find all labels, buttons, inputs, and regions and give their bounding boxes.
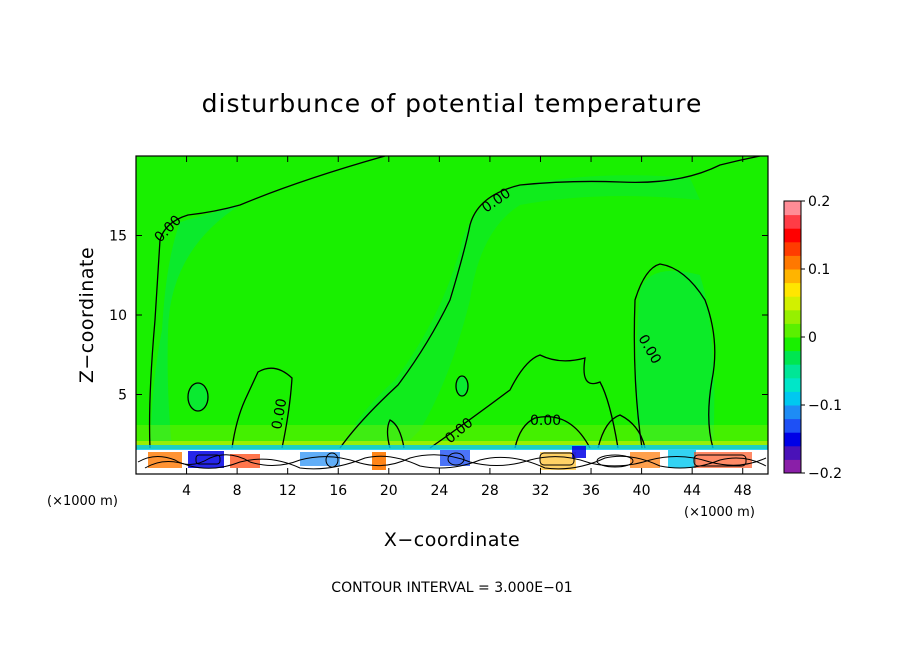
surface-contour (693, 454, 747, 467)
colorbar-segment (784, 337, 801, 352)
colorbar-segment (784, 432, 801, 447)
warm-patch (372, 452, 386, 470)
x-tick-label: 44 (683, 483, 701, 499)
surface-contours (137, 452, 767, 470)
colorbar-segment (784, 445, 801, 460)
colorbar-segment (784, 377, 801, 392)
chart-title: disturbunce of potential temperature (202, 89, 703, 118)
surface-contour (144, 455, 767, 470)
x-tick-label: 16 (329, 483, 347, 499)
colorbar-segment (784, 296, 801, 311)
surface-contour (195, 454, 221, 465)
colorbar (783, 200, 802, 474)
cool-patch (188, 451, 224, 468)
y-axis-label: Z−coordinate (76, 247, 98, 383)
zero-contour-line (597, 414, 646, 449)
surface-turbulence (136, 445, 768, 474)
x-tick-label: 8 (233, 483, 242, 499)
colorbar-segment (784, 309, 801, 324)
x-tick-label: 12 (279, 483, 297, 499)
x-unit-left: (×1000 m) (47, 494, 118, 509)
colorbar-tick-label: 0.1 (808, 262, 830, 278)
colorbar-segment (784, 255, 801, 270)
x-unit-right: (×1000 m) (684, 505, 755, 520)
negative-anomaly-region (456, 376, 468, 396)
zero-contour-line (633, 263, 716, 449)
negative-anomaly-region (150, 205, 240, 470)
colorbar-segment (784, 418, 801, 433)
x-tick-label: 24 (430, 483, 448, 499)
contour-interval-note: CONTOUR INTERVAL = 3.000E−01 (331, 580, 572, 596)
x-tick-label: 48 (734, 483, 752, 499)
x-axis-label: X−coordinate (384, 529, 520, 551)
colorbar-segment (784, 350, 801, 365)
colorbar-segment (784, 405, 801, 420)
negative-anomaly-region (330, 175, 700, 470)
contour-label: 0.00 (530, 413, 561, 429)
colorbar-segment (784, 323, 801, 338)
zero-contour-line (231, 367, 293, 449)
zero-contour-line (339, 156, 761, 449)
y-axis: 5 10 15 (109, 229, 768, 404)
colorbar-segment (784, 214, 801, 229)
colorbar-segment (784, 459, 801, 474)
zero-contour-line (429, 354, 619, 449)
colorbar-tick-label: −0.1 (808, 398, 842, 414)
cool-patch (572, 446, 586, 458)
surface-contour (137, 454, 767, 467)
warm-patch (148, 452, 182, 468)
y-tick-label: 10 (109, 308, 127, 324)
x-tick-label: 28 (481, 483, 499, 499)
x-tick-label: 32 (532, 483, 550, 499)
zero-contour-line (514, 416, 591, 449)
colorbar-segment (784, 391, 801, 406)
colorbar-segment (784, 282, 801, 297)
colorbar-segment (784, 269, 801, 284)
colorbar-segment (784, 201, 801, 216)
contour-label: 0.00 (269, 397, 290, 430)
surface-contour (596, 454, 634, 468)
zero-contour-line (148, 156, 386, 449)
zero-contour-line (455, 375, 469, 397)
negative-anomaly-region (636, 270, 715, 470)
colorbar-segment (784, 228, 801, 243)
zero-contour-line (386, 419, 405, 449)
colorbar-tick-label: −0.2 (808, 466, 842, 482)
negative-anomaly-region (188, 383, 208, 411)
colorbar-tick-label: 0.2 (808, 194, 830, 210)
surface-contour (447, 452, 465, 466)
colorbar-segment (784, 241, 801, 256)
y-tick-label: 15 (109, 229, 127, 245)
cool-patch (300, 452, 340, 466)
surface-band-edge (136, 445, 768, 450)
y-tick-label: 5 (118, 388, 127, 404)
colorbar-tick-label: 0 (808, 330, 817, 346)
x-tick-label: 4 (182, 483, 191, 499)
cool-patch (668, 450, 696, 468)
surface-contour (539, 452, 575, 466)
x-tick-label: 40 (633, 483, 651, 499)
cool-patch (440, 450, 470, 466)
zero-contour-line (187, 382, 209, 412)
heatmap-area: 0.00 0.00 0.00 0.00 0.00 0.00 (136, 156, 768, 474)
surface-contour (325, 452, 339, 468)
x-axis: 4 8 12 16 20 24 28 32 36 40 44 48 (182, 156, 752, 499)
colorbar-ticks: 0.2 0.1 0 −0.1 −0.2 (801, 194, 842, 482)
zero-contours (148, 156, 761, 449)
x-tick-label: 36 (582, 483, 600, 499)
warm-patch (540, 452, 576, 470)
x-tick-label: 20 (380, 483, 398, 499)
colorbar-segment (784, 364, 801, 379)
